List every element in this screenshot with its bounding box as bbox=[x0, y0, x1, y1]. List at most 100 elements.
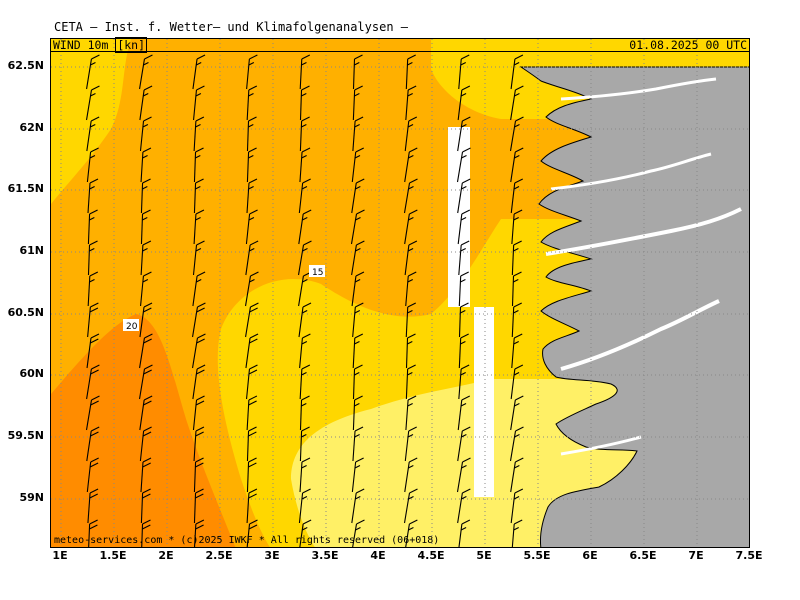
latitude-label: 59N bbox=[19, 491, 44, 504]
wind-barb bbox=[86, 333, 100, 369]
wind-barb bbox=[511, 333, 523, 369]
wind-barb bbox=[352, 302, 364, 338]
longitude-label: 4E bbox=[370, 549, 386, 562]
fjord-storfjord bbox=[560, 77, 717, 101]
contour-label-20: 20 bbox=[126, 322, 138, 332]
wind-barb bbox=[299, 333, 311, 369]
wind-barb bbox=[193, 178, 204, 214]
wind-barb bbox=[245, 209, 258, 245]
wind-barb bbox=[86, 54, 100, 90]
wind-barb bbox=[352, 333, 364, 369]
wind-barb bbox=[246, 488, 258, 524]
wind-barb bbox=[140, 271, 152, 307]
subtitle-underline bbox=[50, 51, 750, 52]
wind-barb bbox=[139, 54, 153, 90]
longitude-label: 6.5E bbox=[629, 549, 657, 562]
contour-label-15-bg bbox=[309, 265, 325, 277]
wind-barb bbox=[193, 147, 204, 183]
wind-barb bbox=[298, 178, 311, 214]
wind-barb bbox=[246, 147, 257, 183]
wind-barb bbox=[458, 271, 469, 307]
contour-label-20-bg bbox=[123, 319, 139, 331]
wind-barb bbox=[139, 333, 153, 369]
wind-barb bbox=[405, 395, 417, 431]
wind-barb bbox=[193, 519, 205, 547]
wind-barb bbox=[510, 395, 524, 431]
wind-barb bbox=[86, 116, 100, 152]
wind-barb bbox=[86, 364, 100, 400]
wind-barb bbox=[246, 85, 258, 121]
wind-barb bbox=[405, 333, 416, 369]
wind-barb bbox=[510, 488, 524, 524]
wind-barb bbox=[405, 519, 418, 547]
longitude-label: 7.5E bbox=[735, 549, 763, 562]
latitude-label: 62.5N bbox=[7, 59, 44, 72]
wind-barb bbox=[246, 54, 258, 90]
wind-barb bbox=[140, 488, 151, 524]
wind-barb bbox=[193, 209, 205, 245]
wind-barb bbox=[458, 519, 471, 547]
wind-barb bbox=[192, 333, 206, 369]
wind-barb bbox=[456, 457, 471, 493]
wind-barb bbox=[458, 302, 469, 338]
wind-barb bbox=[511, 209, 523, 245]
wind-barb bbox=[245, 333, 259, 369]
fjord-nordfjord bbox=[550, 152, 712, 191]
offshore-strip-south bbox=[474, 307, 494, 497]
wind-barb bbox=[405, 54, 416, 90]
wind-barb bbox=[140, 178, 151, 214]
longitude-label: 4.5E bbox=[417, 549, 445, 562]
longitude-label: 5E bbox=[476, 549, 492, 562]
wind-barb bbox=[193, 457, 204, 493]
wind-barb bbox=[351, 178, 365, 214]
offshore-strip bbox=[448, 127, 470, 307]
wind-barb bbox=[298, 302, 312, 338]
wind-barb bbox=[87, 302, 99, 338]
wind-barb bbox=[351, 240, 365, 276]
wind-barb bbox=[511, 519, 523, 547]
wind-barb bbox=[192, 364, 206, 400]
wind-barb bbox=[299, 426, 310, 462]
longitude-label: 1E bbox=[52, 549, 68, 562]
wind-barb bbox=[245, 364, 258, 400]
wind-barb bbox=[405, 302, 416, 338]
wind-barb bbox=[246, 426, 257, 462]
wind-barb bbox=[457, 116, 471, 152]
grid-lines bbox=[51, 39, 749, 547]
wind-barb bbox=[192, 54, 206, 90]
wind-barb bbox=[299, 85, 310, 121]
longitude-label: 3E bbox=[264, 549, 280, 562]
wind-barb bbox=[352, 54, 363, 90]
wind-barb bbox=[86, 147, 99, 183]
wind-barb bbox=[509, 116, 524, 152]
wind-barb bbox=[138, 364, 153, 400]
wind-barb bbox=[403, 488, 418, 524]
wind-barb bbox=[351, 271, 365, 307]
wind-barb bbox=[458, 240, 470, 276]
wind-barb bbox=[299, 519, 312, 547]
wind-barb bbox=[299, 395, 310, 431]
wind-barb bbox=[509, 426, 524, 462]
wind-barb bbox=[193, 116, 205, 152]
wind-barb bbox=[510, 178, 523, 214]
field-unit: [kn] bbox=[115, 37, 148, 53]
wind-barbs bbox=[85, 54, 524, 547]
wind-barb bbox=[511, 271, 522, 307]
wind-barb bbox=[192, 395, 205, 431]
wind-barb bbox=[510, 364, 524, 400]
wind-barb bbox=[246, 457, 257, 493]
wind-barb bbox=[510, 457, 524, 493]
wind-barb bbox=[457, 85, 471, 121]
wind-barb bbox=[192, 271, 206, 307]
wind-barb bbox=[141, 519, 151, 547]
wind-barb bbox=[350, 209, 365, 245]
wind-barb bbox=[352, 85, 363, 121]
wind-barb bbox=[299, 54, 311, 90]
wind-barb bbox=[352, 395, 363, 431]
fjord-boknafjord bbox=[560, 435, 642, 456]
wind-barb bbox=[140, 240, 152, 276]
wind-barb bbox=[244, 271, 259, 307]
map-frame: 15 20 bbox=[50, 38, 750, 548]
latitude-label: 60N bbox=[19, 367, 44, 380]
wind-barb bbox=[404, 116, 418, 152]
